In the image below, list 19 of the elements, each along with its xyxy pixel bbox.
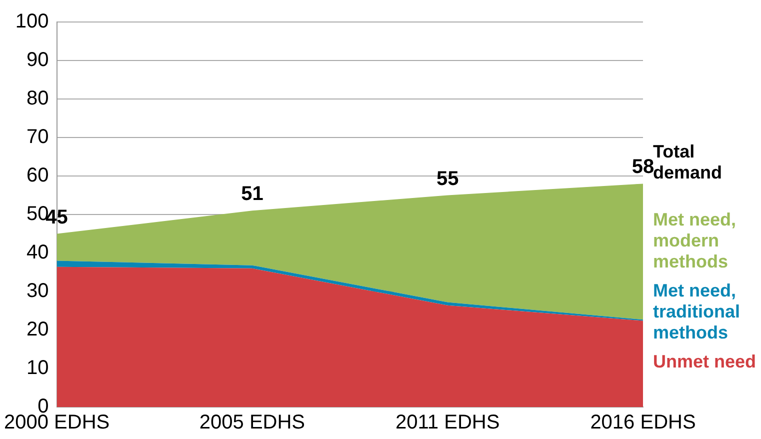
y-tick-label: 10 xyxy=(26,357,49,380)
x-tick-label: 2011 EDHS xyxy=(396,412,500,434)
y-tick-label: 60 xyxy=(26,164,49,187)
series-label: Met need, traditional methods xyxy=(653,280,740,342)
y-tick-label: 30 xyxy=(26,280,49,302)
y-tick-label: 70 xyxy=(26,126,49,148)
y-tick-label: 90 xyxy=(26,49,49,72)
y-tick-label: 40 xyxy=(26,242,49,264)
y-tick-label: 80 xyxy=(26,88,49,110)
series-label: Met need, modern methods xyxy=(653,209,736,272)
text: Total demand xyxy=(653,142,722,183)
x-tick-label: 2016 EDHS xyxy=(590,412,696,434)
total-label: 55 xyxy=(436,168,459,190)
x-tick-label: 2005 EDHS xyxy=(199,412,306,434)
total-label: 51 xyxy=(241,183,264,206)
series-label: Unmet need xyxy=(653,351,756,372)
total-label: 58 xyxy=(632,156,654,178)
y-tick-label: 20 xyxy=(26,318,49,341)
y-tick-label: 100 xyxy=(15,10,49,33)
